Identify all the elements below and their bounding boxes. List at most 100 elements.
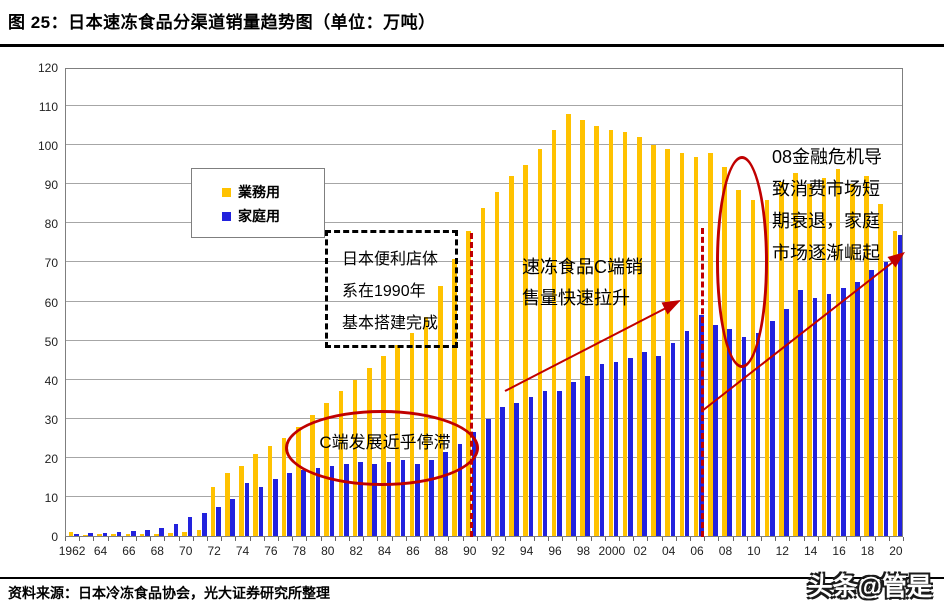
- y-axis-label: 10: [44, 490, 58, 505]
- x-axis-label: 86: [406, 544, 420, 558]
- gridline: [66, 144, 902, 146]
- bar-business-2007: [707, 152, 713, 536]
- x-axis-label: 04: [661, 544, 676, 558]
- x-axis-tick: [263, 537, 265, 541]
- bar-household-1993: [514, 403, 519, 536]
- annotation-dashline-2006: [701, 228, 704, 537]
- bar-business-1977: [281, 438, 287, 536]
- bar-household-2009: [741, 336, 747, 536]
- bar-business-1964: [97, 534, 102, 536]
- x-axis-tick: [732, 537, 734, 541]
- bar-household-1982: [358, 461, 363, 536]
- x-axis-label: 84: [377, 544, 392, 558]
- x-axis-tick: [150, 537, 152, 541]
- annotation-ellipse-crisis: [716, 156, 768, 368]
- annotation-c-end-growth: 速冻食品C端销 售量快速拉升: [522, 252, 643, 314]
- bar-business-1969: [168, 532, 173, 536]
- x-axis-tick: [803, 537, 805, 541]
- y-axis-label: 120: [37, 61, 58, 75]
- bar-household-1979: [315, 467, 321, 536]
- bar-business-1988: [438, 285, 443, 536]
- x-axis-tick: [320, 537, 322, 541]
- x-axis-tick: [235, 537, 237, 541]
- box-text-line3: 基本搭建完成: [342, 315, 439, 332]
- box-text-line2: 系在1990年: [342, 283, 426, 300]
- bar-household-1970: [187, 517, 193, 536]
- x-axis-tick: [164, 537, 166, 541]
- bar-business-1978: [296, 426, 301, 536]
- x-axis-label: 10: [747, 544, 761, 558]
- x-axis-tick: [533, 537, 535, 541]
- bar-business-1963: [83, 534, 88, 536]
- bar-household-2010: [755, 332, 761, 536]
- bar-business-1965: [111, 534, 116, 536]
- x-axis-label: 14: [803, 544, 818, 558]
- x-axis-label: 74: [235, 544, 250, 558]
- x-axis-tick: [462, 537, 464, 541]
- x-axis-label: 72: [207, 544, 221, 558]
- x-axis-tick: [647, 537, 649, 541]
- x-axis-label: 1962: [58, 544, 86, 558]
- bar-household-1965: [116, 532, 122, 536]
- bar-household-1977: [287, 473, 292, 536]
- x-axis-label: 90: [463, 544, 477, 558]
- household-series-swatch: [222, 211, 231, 221]
- bar-household-2018: [869, 270, 875, 536]
- x-axis-tick: [405, 537, 407, 541]
- bar-business-1962: [68, 532, 74, 536]
- bar-business-1995: [537, 149, 543, 536]
- x-axis-label: 02: [633, 544, 647, 558]
- y-axis-label: 100: [37, 139, 58, 154]
- x-axis-tick: [221, 537, 223, 541]
- bar-household-1978: [301, 469, 306, 536]
- y-axis-label: 0: [51, 530, 58, 544]
- x-axis-tick: [633, 537, 635, 541]
- bar-business-1994: [523, 164, 528, 536]
- bar-household-1962: [74, 534, 79, 536]
- x-axis-tick: [334, 537, 336, 541]
- plot-area: [65, 68, 903, 537]
- x-axis-tick: [505, 537, 507, 541]
- x-axis-tick: [831, 537, 833, 541]
- x-axis-tick: [874, 537, 876, 541]
- legend-item-business: 業務用: [222, 180, 324, 204]
- bar-household-2017: [855, 281, 860, 536]
- legend-label-household: 家庭用: [238, 208, 280, 224]
- gridline: [66, 105, 902, 107]
- bar-business-1979: [310, 414, 315, 536]
- bar-business-1991: [480, 207, 486, 536]
- bar-household-1973: [230, 498, 235, 536]
- x-axis-tick: [860, 537, 862, 541]
- bar-household-1980: [329, 465, 335, 536]
- bar-business-1970: [182, 532, 188, 536]
- bar-business-2002: [636, 137, 642, 536]
- legend: 業務用 家庭用: [191, 168, 325, 238]
- bar-business-2020: [892, 231, 898, 536]
- bar-household-1972: [216, 506, 221, 536]
- right-note-line3: 期衰退，家庭: [772, 211, 880, 231]
- bar-household-2005: [684, 330, 690, 536]
- x-axis-label: 92: [491, 544, 505, 558]
- bar-business-2000: [608, 129, 614, 536]
- bar-household-2014: [812, 297, 818, 536]
- x-axis-tick: [618, 537, 620, 541]
- mid-note-line1: 速冻食品C端销: [522, 257, 643, 277]
- bar-household-2002: [642, 352, 647, 536]
- bar-business-2004: [665, 149, 670, 536]
- x-axis-tick: [476, 537, 478, 541]
- stagnation-label: C端发展近乎停滞: [319, 433, 451, 452]
- x-axis-tick: [434, 537, 436, 541]
- figure-title: 图 25：日本速冻食品分渠道销量趋势图（单位：万吨）: [8, 13, 436, 32]
- x-axis-tick: [65, 537, 66, 541]
- x-axis-label: 64: [93, 544, 108, 558]
- x-axis-tick: [576, 537, 578, 541]
- x-axis-tick: [306, 537, 308, 541]
- title-divider: [0, 44, 944, 47]
- x-axis-tick: [420, 537, 422, 541]
- bar-household-2001: [628, 358, 633, 536]
- x-axis-tick: [746, 537, 748, 541]
- x-axis-tick: [278, 537, 280, 541]
- annotation-convenience-store-box: 日本便利店体 系在1990年 基本搭建完成: [325, 230, 458, 348]
- x-axis-tick: [79, 537, 81, 541]
- right-note-line1: 08金融危机导: [772, 147, 883, 167]
